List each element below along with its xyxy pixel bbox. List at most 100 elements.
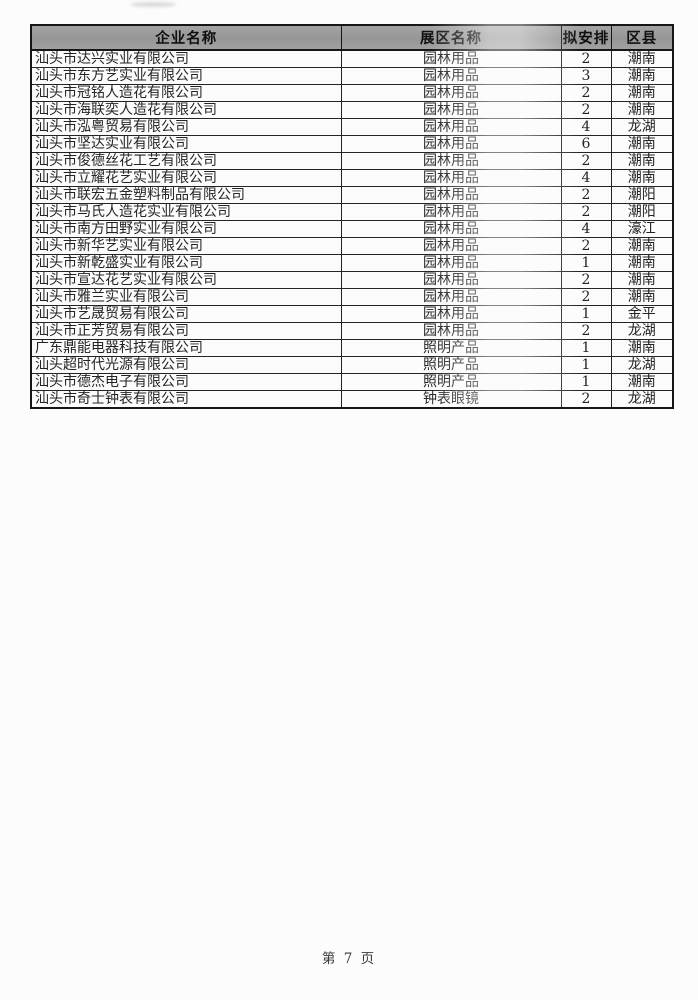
table-row: 汕头市坚达实业有限公司 园林用品 6 潮南 xyxy=(30,135,674,153)
count-cell: 2 xyxy=(560,84,612,102)
district-cell: 龙湖 xyxy=(610,356,674,374)
district-cell: 潮南 xyxy=(610,49,674,68)
zone-cell: 园林用品 xyxy=(340,152,562,170)
district-cell: 潮南 xyxy=(610,254,674,272)
column-header-company: 企业名称 xyxy=(30,24,342,51)
zone-cell: 园林用品 xyxy=(340,305,562,323)
district-cell: 潮南 xyxy=(610,152,674,170)
zone-cell: 园林用品 xyxy=(340,322,562,340)
company-cell: 汕头市泓粤贸易有限公司 xyxy=(30,118,342,136)
district-cell: 潮南 xyxy=(610,169,674,187)
district-cell: 潮南 xyxy=(610,237,674,255)
zone-cell: 园林用品 xyxy=(340,288,562,306)
column-header-zone: 展区名称 xyxy=(340,24,562,51)
table-row: 汕头市新乾盛实业有限公司 园林用品 1 潮南 xyxy=(30,254,674,272)
company-cell: 汕头市雅兰实业有限公司 xyxy=(30,288,342,306)
company-cell: 汕头市联宏五金塑料制品有限公司 xyxy=(30,186,342,204)
count-cell: 3 xyxy=(560,67,612,85)
zone-cell: 园林用品 xyxy=(340,118,562,136)
count-cell: 1 xyxy=(560,339,612,357)
zone-cell: 园林用品 xyxy=(340,101,562,119)
district-cell: 潮南 xyxy=(610,67,674,85)
company-cell: 汕头市马氏人造花实业有限公司 xyxy=(30,203,342,221)
company-cell: 汕头市艺晟贸易有限公司 xyxy=(30,305,342,323)
table-row: 广东鼎能电器科技有限公司 照明产品 1 潮南 xyxy=(30,339,674,357)
count-cell: 1 xyxy=(560,254,612,272)
company-cell: 汕头市东方艺实业有限公司 xyxy=(30,67,342,85)
table-row: 汕头市正芳贸易有限公司 园林用品 2 龙湖 xyxy=(30,322,674,340)
zone-cell: 照明产品 xyxy=(340,373,562,391)
district-cell: 潮南 xyxy=(610,288,674,306)
table-row: 汕头市奇士钟表有限公司 钟表眼镜 2 龙湖 xyxy=(30,390,674,409)
table-body: 汕头市达兴实业有限公司 园林用品 2 潮南 汕头市东方艺实业有限公司 园林用品 3 潮南 汕头市… xyxy=(30,49,674,409)
table-row: 汕头市东方艺实业有限公司 园林用品 3 潮南 xyxy=(30,67,674,85)
company-cell: 汕头市坚达实业有限公司 xyxy=(30,135,342,153)
company-cell: 汕头市俊德丝花工艺有限公司 xyxy=(30,152,342,170)
district-cell: 龙湖 xyxy=(610,118,674,136)
count-cell: 2 xyxy=(560,390,612,409)
table-row: 汕头市冠铭人造花有限公司 园林用品 2 潮南 xyxy=(30,84,674,102)
district-cell: 潮南 xyxy=(610,135,674,153)
table-row: 汕头市新华艺实业有限公司 园林用品 2 潮南 xyxy=(30,237,674,255)
table-row: 汕头市俊德丝花工艺有限公司 园林用品 2 潮南 xyxy=(30,152,674,170)
zone-cell: 园林用品 xyxy=(340,186,562,204)
column-header-district: 区县 xyxy=(610,24,674,51)
zone-cell: 园林用品 xyxy=(340,49,562,68)
zone-cell: 园林用品 xyxy=(340,135,562,153)
count-cell: 2 xyxy=(560,203,612,221)
count-cell: 2 xyxy=(560,322,612,340)
count-cell: 6 xyxy=(560,135,612,153)
company-cell: 汕头市新华艺实业有限公司 xyxy=(30,237,342,255)
count-cell: 2 xyxy=(560,271,612,289)
page-number: 第 7 页 xyxy=(321,951,377,967)
district-cell: 龙湖 xyxy=(610,390,674,409)
company-cell: 汕头市正芳贸易有限公司 xyxy=(30,322,342,340)
zone-cell: 照明产品 xyxy=(340,339,562,357)
zone-cell: 园林用品 xyxy=(340,84,562,102)
company-cell: 汕头超时代光源有限公司 xyxy=(30,356,342,374)
district-cell: 潮南 xyxy=(610,101,674,119)
table-row: 汕头市联宏五金塑料制品有限公司 园林用品 2 潮阳 xyxy=(30,186,674,204)
count-cell: 2 xyxy=(560,186,612,204)
company-cell: 汕头市冠铭人造花有限公司 xyxy=(30,84,342,102)
company-cell: 汕头市奇士钟表有限公司 xyxy=(30,390,342,409)
count-cell: 2 xyxy=(560,101,612,119)
count-cell: 2 xyxy=(560,288,612,306)
count-cell: 2 xyxy=(560,152,612,170)
table-row: 汕头市艺晟贸易有限公司 园林用品 1 金平 xyxy=(30,305,674,323)
table-row: 汕头市宣达花艺实业有限公司 园林用品 2 潮南 xyxy=(30,271,674,289)
exhibitor-table: 企业名称 展区名称 拟安排 区县 汕头市达兴实业有限公司 园林用品 2 潮南 汕头市东方… xyxy=(30,24,674,409)
company-cell: 汕头市南方田野实业有限公司 xyxy=(30,220,342,238)
district-cell: 潮南 xyxy=(610,373,674,391)
company-cell: 汕头市新乾盛实业有限公司 xyxy=(30,254,342,272)
company-cell: 汕头市德杰电子有限公司 xyxy=(30,373,342,391)
zone-cell: 园林用品 xyxy=(340,237,562,255)
scan-smudge-artifact xyxy=(130,2,176,7)
district-cell: 潮南 xyxy=(610,339,674,357)
zone-cell: 照明产品 xyxy=(340,356,562,374)
count-cell: 1 xyxy=(560,356,612,374)
company-cell: 汕头市海联奕人造花有限公司 xyxy=(30,101,342,119)
company-cell: 汕头市达兴实业有限公司 xyxy=(30,49,342,68)
table-row: 汕头市达兴实业有限公司 园林用品 2 潮南 xyxy=(30,49,674,68)
table-row: 汕头超时代光源有限公司 照明产品 1 龙湖 xyxy=(30,356,674,374)
count-cell: 2 xyxy=(560,237,612,255)
company-cell: 汕头市宣达花艺实业有限公司 xyxy=(30,271,342,289)
zone-cell: 钟表眼镜 xyxy=(340,390,562,409)
table-row: 汕头市海联奕人造花有限公司 园林用品 2 潮南 xyxy=(30,101,674,119)
district-cell: 潮阳 xyxy=(610,203,674,221)
zone-cell: 园林用品 xyxy=(340,271,562,289)
column-header-count: 拟安排 xyxy=(560,24,612,51)
company-cell: 汕头市立耀花艺实业有限公司 xyxy=(30,169,342,187)
count-cell: 4 xyxy=(560,118,612,136)
table-header-row: 企业名称 展区名称 拟安排 区县 xyxy=(30,24,674,51)
table-row: 汕头市泓粤贸易有限公司 园林用品 4 龙湖 xyxy=(30,118,674,136)
district-cell: 潮南 xyxy=(610,271,674,289)
table-row: 汕头市马氏人造花实业有限公司 园林用品 2 潮阳 xyxy=(30,203,674,221)
count-cell: 4 xyxy=(560,220,612,238)
zone-cell: 园林用品 xyxy=(340,67,562,85)
table-row: 汕头市立耀花艺实业有限公司 园林用品 4 潮南 xyxy=(30,169,674,187)
count-cell: 1 xyxy=(560,305,612,323)
count-cell: 4 xyxy=(560,169,612,187)
